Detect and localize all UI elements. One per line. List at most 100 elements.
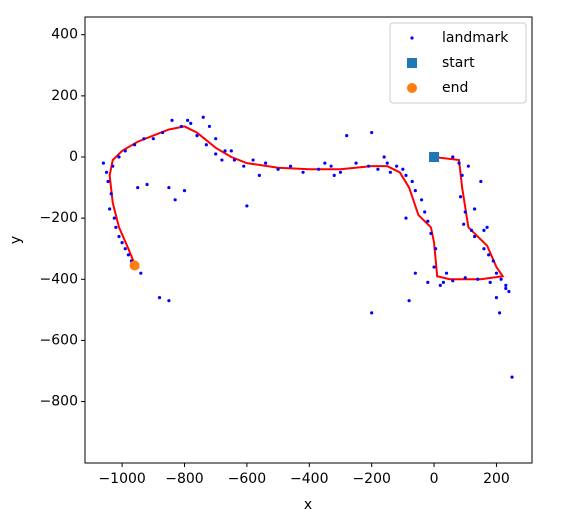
landmark [123,149,127,153]
landmark [451,279,455,283]
landmark [395,164,399,168]
landmark [214,137,218,141]
landmark [204,143,208,147]
landmark [494,271,499,275]
landmark [114,225,118,229]
landmark [201,115,205,119]
landmark [488,280,492,284]
landmark [426,280,430,284]
landmark [463,210,467,214]
landmark [245,204,249,208]
landmark [499,277,503,281]
y-axis-label: y [8,236,24,244]
landmark [214,152,218,156]
landmark [139,271,143,275]
landmark [410,179,414,184]
landmark [229,149,233,153]
end-marker [129,260,140,271]
landmark [251,158,255,162]
landmark [186,118,190,122]
landmark [491,259,495,263]
legend-box [389,22,527,104]
landmark [101,161,106,165]
landmark [338,170,343,174]
landmark [388,170,392,174]
x-tick-label: −1000 [98,471,145,487]
landmark [257,173,261,177]
landmark [288,164,293,168]
landmark [469,228,474,232]
landmark [404,216,408,220]
landmark [458,195,463,199]
landmark [145,182,149,187]
legend-swatch [410,36,414,40]
landmark [457,161,461,165]
landmark [451,155,455,159]
plot-frame [84,16,533,464]
landmark [301,170,305,174]
trajectory [108,125,505,281]
legend-swatch [407,58,417,68]
landmark [504,286,508,291]
landmark [432,265,436,269]
landmark [123,247,127,251]
landmark [161,130,165,135]
x-tick-label: −400 [290,471,328,487]
landmark [460,173,464,177]
landmark [479,179,483,184]
landmark [242,164,246,168]
y-tick-label: −400 [40,271,78,287]
landmark [429,231,433,236]
landmark [120,240,124,245]
landmark [112,216,116,220]
landmark [476,277,480,281]
landmark [157,296,162,300]
landmark [504,283,508,287]
landmark [487,253,491,257]
landmark [510,375,514,379]
landmark [207,124,212,129]
landmark [413,271,417,275]
landmark [482,228,486,232]
landmark [179,124,183,129]
landmark [407,299,411,303]
legend-label: end [442,80,468,96]
start-marker [429,152,440,163]
landmark [507,289,511,294]
landmark [189,121,193,125]
landmark [104,170,109,174]
landmark [329,164,333,168]
landmark [109,192,113,196]
landmark [497,311,502,315]
legend-label: landmark [442,30,509,46]
landmark [444,271,449,275]
landmark [182,189,187,193]
landmark [223,149,227,153]
landmark [117,234,121,239]
landmark [404,173,408,177]
landmark [473,234,477,239]
landmark [136,185,140,190]
x-axis-label: x [304,497,312,513]
landmark [170,118,174,122]
landmark [463,276,467,280]
landmark [419,198,424,202]
landmark [126,253,130,257]
landmark [485,225,489,229]
landmark [441,280,446,284]
landmark [264,161,268,165]
landmark [438,283,442,287]
y-tick-label: 200 [51,88,78,104]
x-tick-label: −200 [352,471,390,487]
landmark [376,167,380,171]
landmark [332,173,336,177]
y-tick-label: −600 [40,332,78,348]
landmark [220,158,224,162]
landmark [345,134,349,138]
legend-swatch [407,83,417,93]
landmark [317,167,321,171]
landmark [151,137,155,141]
landmark [466,164,470,168]
landmark [173,198,177,202]
